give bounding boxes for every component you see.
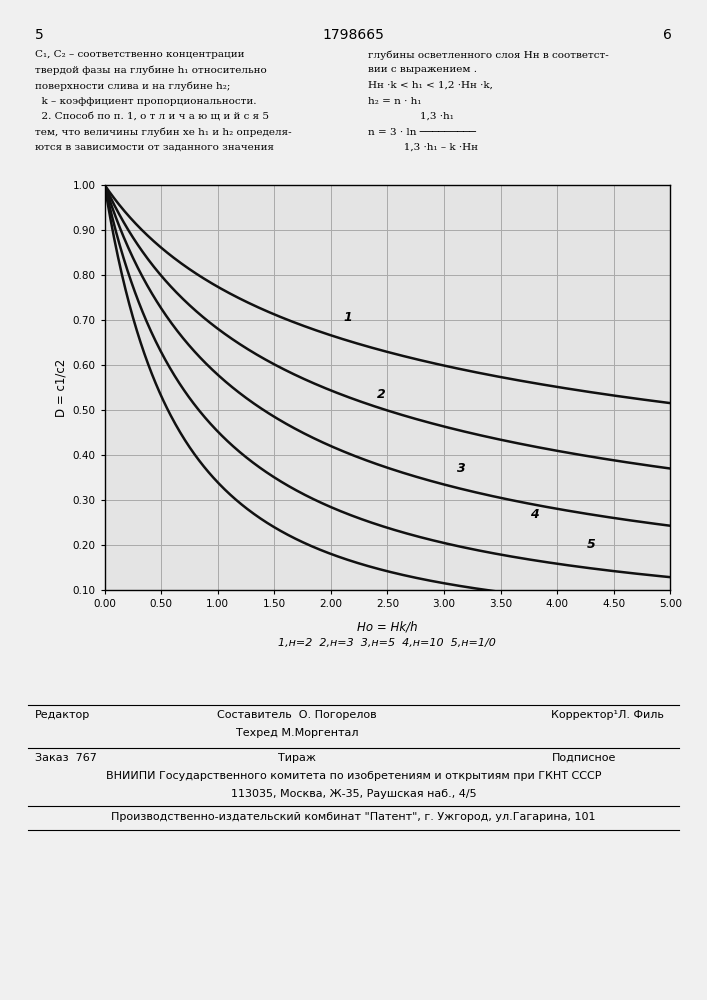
Text: Тираж: Тираж [278,753,316,763]
Text: Корректор¹Л. Филь: Корректор¹Л. Филь [551,710,665,720]
Text: k – коэффициент пропорциональности.: k – коэффициент пропорциональности. [35,97,257,105]
Text: Заказ  767: Заказ 767 [35,753,98,763]
Text: Техред М.Моргентал: Техред М.Моргентал [235,728,358,738]
Text: Подписное: Подписное [551,753,616,763]
Text: 1,н=2  2,н=3  3,н=5  4,н=10  5,н=1/0: 1,н=2 2,н=3 3,н=5 4,н=10 5,н=1/0 [279,638,496,648]
Text: ВНИИПИ Государственного комитета по изобретениям и открытиям при ГКНТ СССР: ВНИИПИ Государственного комитета по изоб… [106,771,601,781]
Text: n = 3 · ln ─────────: n = 3 · ln ───────── [368,128,476,137]
Text: 4: 4 [530,508,539,521]
Text: 5: 5 [35,28,44,42]
Text: 1: 1 [344,311,352,324]
Text: 3: 3 [457,462,465,475]
Text: вии с выражением .: вии с выражением . [368,66,477,75]
Text: Производственно-издательский комбинат "Патент", г. Ужгород, ул.Гагарина, 101: Производственно-издательский комбинат "П… [111,812,596,822]
Text: 2. Способ по п. 1, о т л и ч а ю щ и й с я 5: 2. Способ по п. 1, о т л и ч а ю щ и й с… [35,112,269,121]
Text: твердой фазы на глубине h₁ относительно: твердой фазы на глубине h₁ относительно [35,66,267,75]
Text: Ho = Hk/h: Ho = Hk/h [357,620,418,633]
Text: Редактор: Редактор [35,710,90,720]
Text: Hн ·k < h₁ < 1,2 ·Hн ·k,: Hн ·k < h₁ < 1,2 ·Hн ·k, [368,81,493,90]
Text: тем, что величины глубин хе h₁ и h₂ определя-: тем, что величины глубин хе h₁ и h₂ опре… [35,128,292,137]
Text: h₂ = n · h₁: h₂ = n · h₁ [368,97,421,105]
Text: поверхности слива и на глубине h₂;: поверхности слива и на глубине h₂; [35,81,230,91]
Text: ются в зависимости от заданного значения: ются в зависимости от заданного значения [35,143,274,152]
Text: Составитель  О. Погорелов: Составитель О. Погорелов [217,710,377,720]
Text: C₁, C₂ – соответственно концентрации: C₁, C₂ – соответственно концентрации [35,50,245,59]
Text: 1,3 ·h₁ – k ·Hн: 1,3 ·h₁ – k ·Hн [368,143,478,152]
Text: 5: 5 [587,538,595,552]
Text: глубины осветленного слоя Hн в соответст-: глубины осветленного слоя Hн в соответст… [368,50,609,60]
Text: 2: 2 [378,388,386,401]
Text: 1798665: 1798665 [322,28,385,42]
Text: 6: 6 [662,28,672,42]
Y-axis label: D = c1/c2: D = c1/c2 [54,358,67,417]
Text: 113035, Москва, Ж-35, Раушская наб., 4/5: 113035, Москва, Ж-35, Раушская наб., 4/5 [230,789,477,799]
Text: 1,3 ·h₁: 1,3 ·h₁ [368,112,453,121]
